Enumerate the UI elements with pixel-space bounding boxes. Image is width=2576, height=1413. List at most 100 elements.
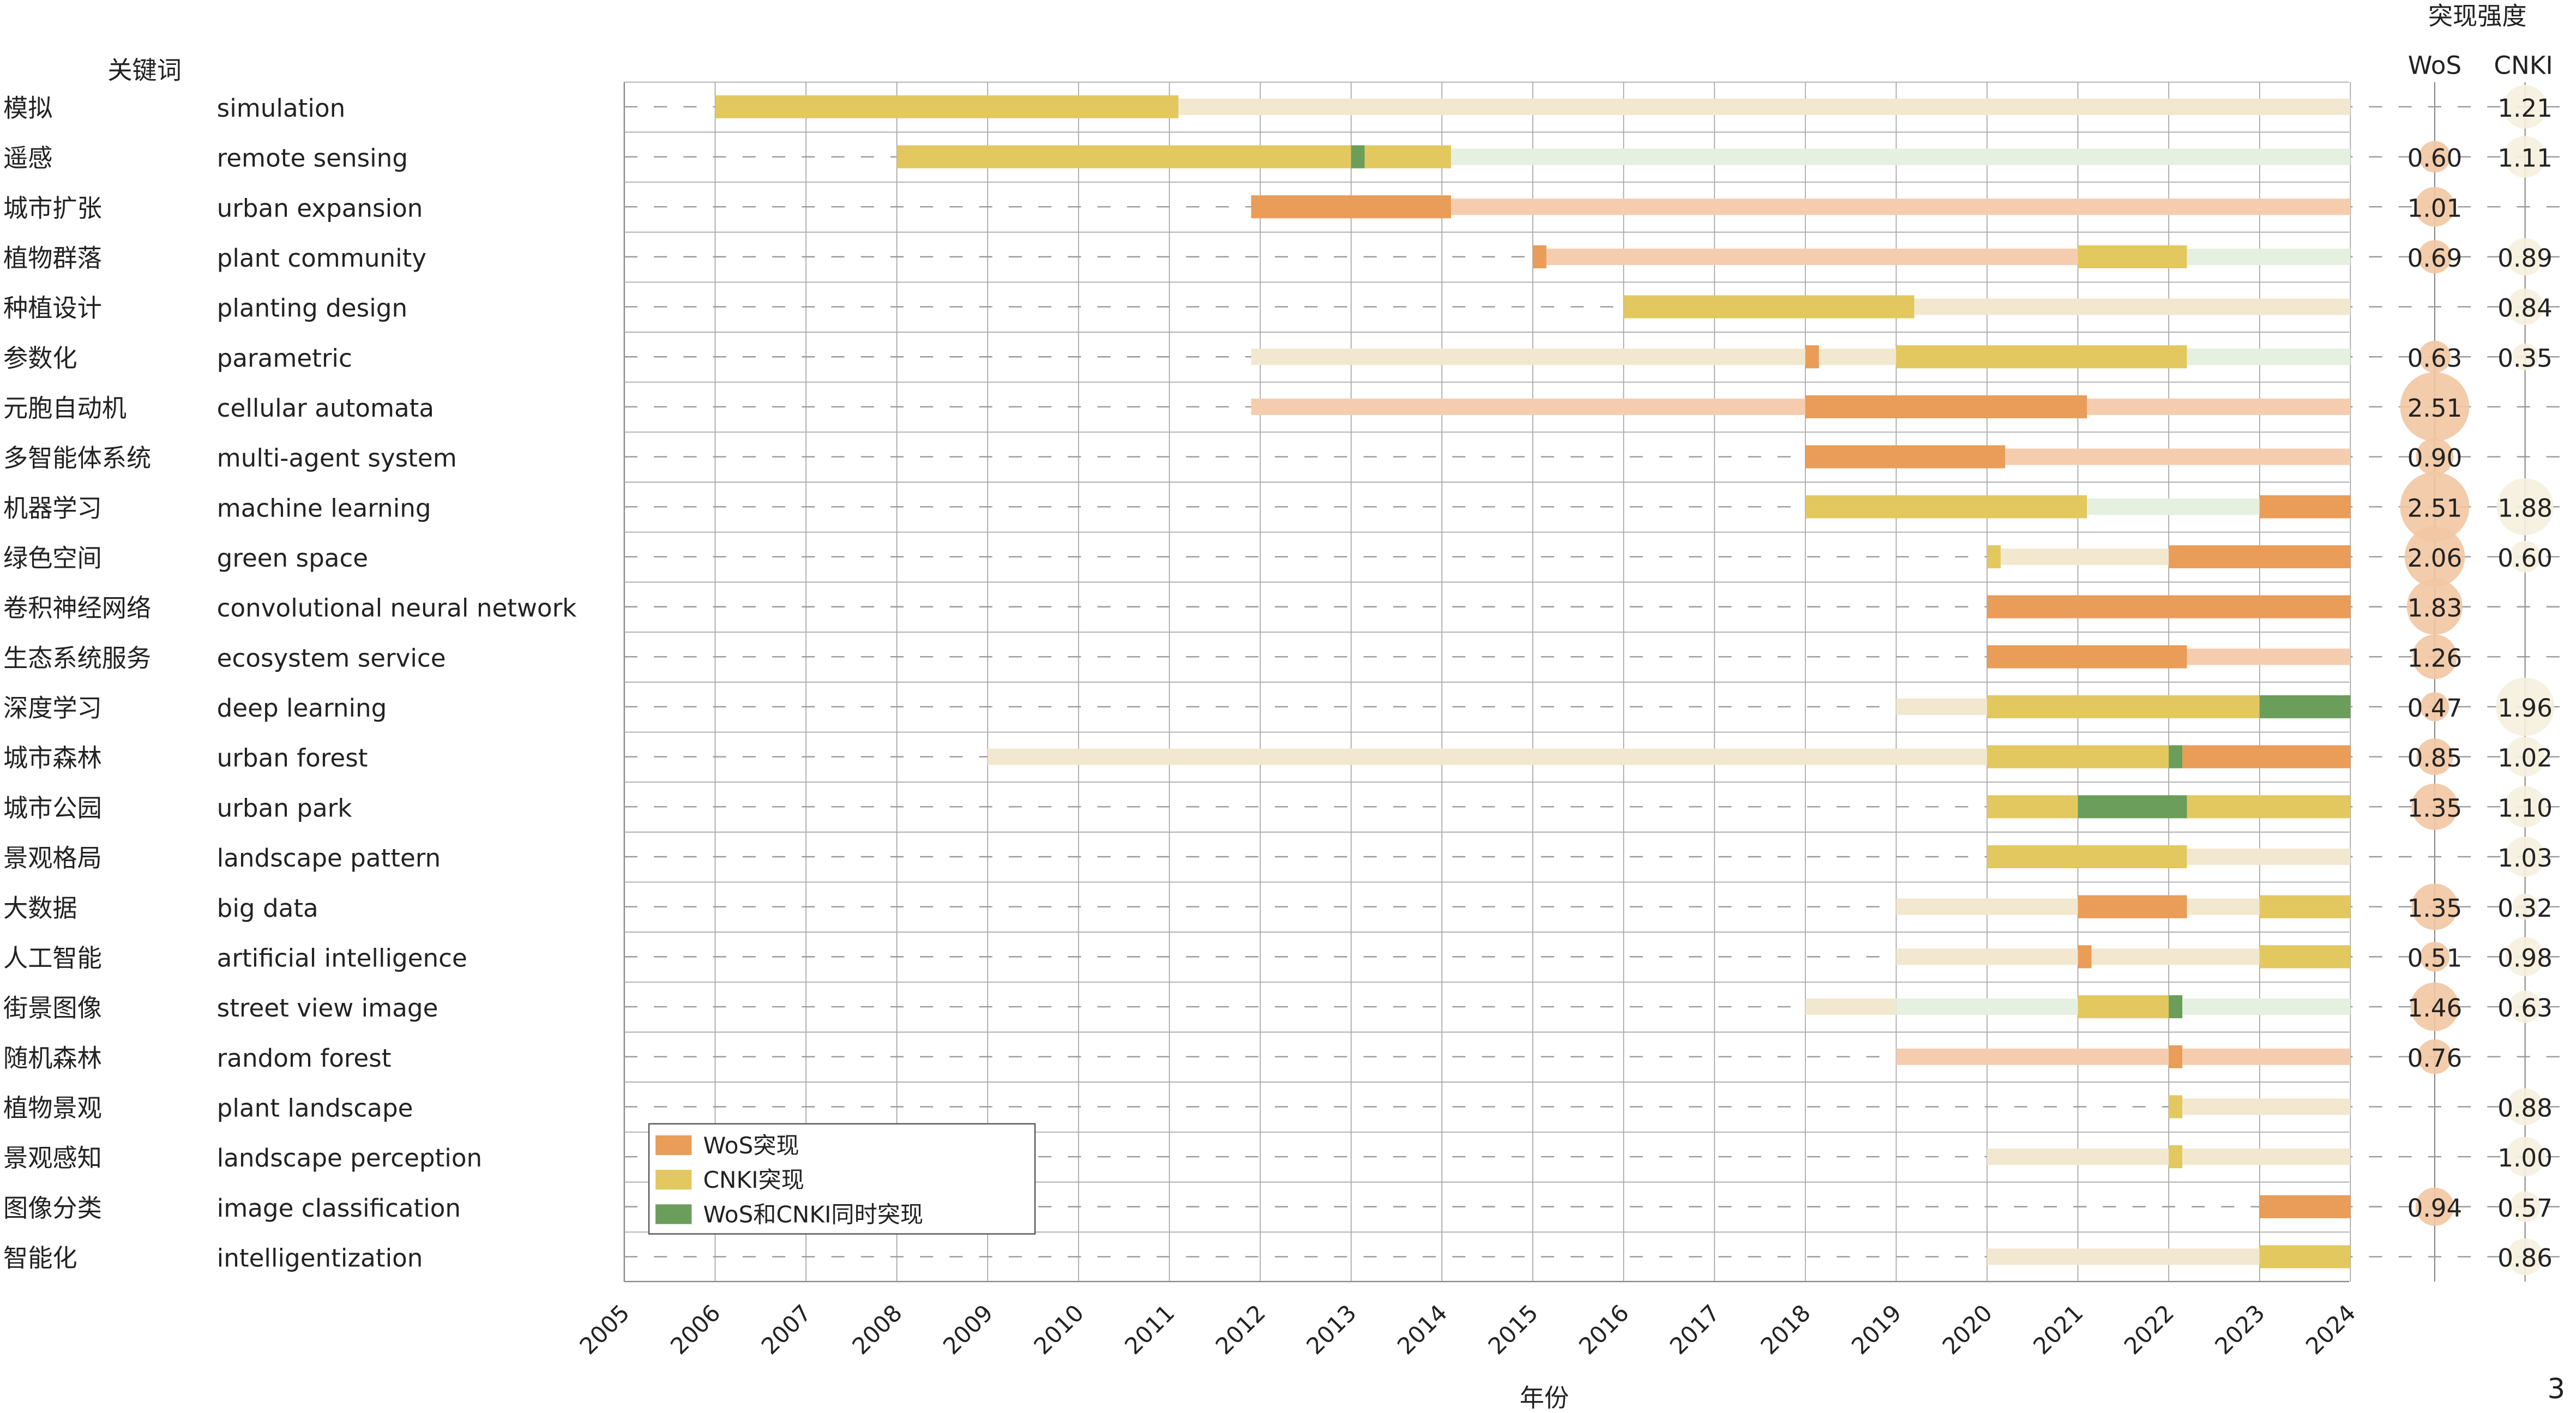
burst-segment-cnki (2259, 945, 2351, 969)
wos-strength-value: 0.76 (2408, 1044, 2463, 1073)
keyword-zh-label: 深度学习 (3, 694, 102, 723)
cnki-strength-bubble (2505, 837, 2545, 877)
x-tick-label: 2011 (1120, 1300, 1180, 1360)
burst-segment-cnki (1987, 745, 2169, 768)
x-tick-label: 2017 (1665, 1300, 1725, 1360)
wos-strength-bubble (2420, 692, 2449, 721)
cnki-strength-value: 1.03 (2497, 844, 2553, 873)
x-tick-label: 2016 (1574, 1300, 1634, 1360)
burst-segment-wos (2078, 945, 2092, 969)
cnki-column-header: CNKI (2494, 51, 2553, 80)
cnki-strength-value: 0.88 (2497, 1093, 2553, 1122)
wos-strength-bubble (2415, 1187, 2454, 1226)
keyword-row: 深度学习 deep learning 0.47 1.96 (3, 677, 2576, 736)
cnki-strength-value: 0.35 (2497, 344, 2553, 372)
cnki-strength-value: 0.89 (2497, 244, 2553, 273)
wos-strength-bubble (2412, 634, 2457, 680)
cnki-strength-value: 0.84 (2497, 294, 2553, 323)
burst-segment-wos (2259, 1195, 2351, 1218)
burst-segment-cnki-light (1805, 998, 1897, 1015)
wos-strength-bubble (2418, 141, 2451, 173)
burst-segment-cnki (2259, 1245, 2351, 1268)
keyword-en-label: big data (217, 894, 318, 923)
burst-segment-cnki (1805, 495, 2087, 519)
keyword-en-label: ecosystem service (217, 644, 446, 672)
keyword-en-label: landscape perception (217, 1144, 482, 1173)
cnki-strength-value: 1.10 (2497, 793, 2553, 822)
x-tick-label: 2019 (1846, 1300, 1907, 1360)
burst-segment-wos-light (2187, 648, 2351, 665)
cnki-strength-value: 1.21 (2497, 94, 2553, 123)
burst-segment-wos-light (1896, 1048, 2169, 1065)
keyword-zh-label: 参数化 (3, 344, 77, 372)
keyword-header: 关键词 (107, 56, 182, 85)
keyword-zh-label: 图像分类 (3, 1194, 102, 1223)
burst-segment-cnki-light (1896, 898, 2078, 915)
wos-strength-value: 1.26 (2408, 644, 2463, 672)
keyword-zh-label: 生态系统服务 (3, 644, 151, 672)
x-tick-label: 2020 (1937, 1300, 1998, 1360)
cnki-strength-value: 1.96 (2497, 694, 2553, 723)
wos-strength-value: 2.51 (2408, 494, 2463, 522)
burst-segment-cnki (2187, 795, 2351, 819)
x-tick-label: 2014 (1392, 1300, 1453, 1360)
burst-segment-both (2169, 745, 2183, 768)
burst-segment-both (2078, 795, 2187, 819)
legend-swatch-cnki (655, 1170, 692, 1190)
keyword-row: 绿色空间 green space 2.06 0.60 (3, 526, 2576, 587)
burst-segment-wos-light (2005, 448, 2351, 465)
wos-strength-value: 0.85 (2408, 744, 2463, 773)
burst-segment-wos (1805, 395, 2087, 419)
cnki-strength-bubble (2504, 786, 2546, 828)
burst-segment-cnki-light (1251, 348, 1805, 365)
wos-strength-bubble (2400, 472, 2470, 542)
x-tick-label: 2010 (1028, 1300, 1089, 1360)
keyword-row: 遥感 remote sensing 0.60 1.11 (3, 131, 2576, 178)
burst-segment-both-light (2187, 248, 2351, 265)
keyword-zh-label: 景观格局 (3, 844, 102, 873)
keyword-zh-label: 绿色空间 (3, 544, 102, 573)
keyword-row: 植物景观 plant landscape 0.88 (3, 1081, 2576, 1126)
burst-segment-cnki (1987, 545, 2001, 569)
x-tick-label: 2006 (665, 1300, 726, 1360)
burst-segment-cnki-light (1896, 698, 1987, 715)
burst-segment-both-light (2087, 498, 2260, 515)
burst-segment-cnki-light (1178, 98, 2351, 115)
wos-strength-bubble (2416, 738, 2453, 775)
burst-segment-wos (2182, 745, 2351, 768)
burst-segment-cnki-light (1914, 298, 2351, 315)
burst-segment-wos (1805, 345, 1819, 369)
keyword-en-label: multi-agent system (217, 444, 457, 473)
keyword-zh-label: 多智能体系统 (3, 444, 151, 473)
burst-segment-cnki (1987, 695, 2260, 719)
legend-label-wos: WoS突现 (703, 1132, 799, 1159)
burst-segment-both (1351, 145, 1365, 169)
keyword-en-label: planting design (217, 294, 407, 323)
burst-segment-wos (2169, 545, 2351, 569)
keyword-row: 植物群落 plant community 0.69 0.89 (3, 231, 2576, 276)
wos-strength-bubble (2411, 783, 2458, 830)
burst-segment-cnki (2078, 995, 2169, 1019)
keyword-en-label: deep learning (217, 694, 387, 723)
cnki-strength-bubble (2496, 478, 2554, 536)
x-tick-label: 2013 (1301, 1300, 1362, 1360)
wos-strength-bubble (2411, 883, 2458, 930)
cnki-strength-bubble (2504, 136, 2546, 178)
burst-segment-wos (1805, 445, 2006, 468)
burst-segment-wos-light (2182, 1048, 2351, 1065)
burst-segment-wos (1251, 195, 1451, 219)
burst-segment-cnki-light (1987, 1248, 2260, 1265)
wos-strength-value: 0.90 (2408, 444, 2463, 473)
wos-strength-value: 0.69 (2408, 244, 2463, 273)
wos-strength-bubble (2404, 526, 2465, 587)
keyword-row: 景观格局 landscape pattern 1.03 (3, 831, 2576, 877)
x-tick-label: 2015 (1483, 1300, 1544, 1360)
cnki-strength-value: 1.02 (2497, 744, 2553, 773)
wos-strength-value: 1.83 (2408, 594, 2463, 623)
keyword-en-label: random forest (217, 1044, 392, 1073)
burst-segment-both (2169, 995, 2183, 1019)
burst-segment-cnki-light (1819, 348, 1897, 365)
wos-strength-value: 0.47 (2408, 694, 2463, 723)
wos-strength-bubble (2400, 372, 2470, 442)
